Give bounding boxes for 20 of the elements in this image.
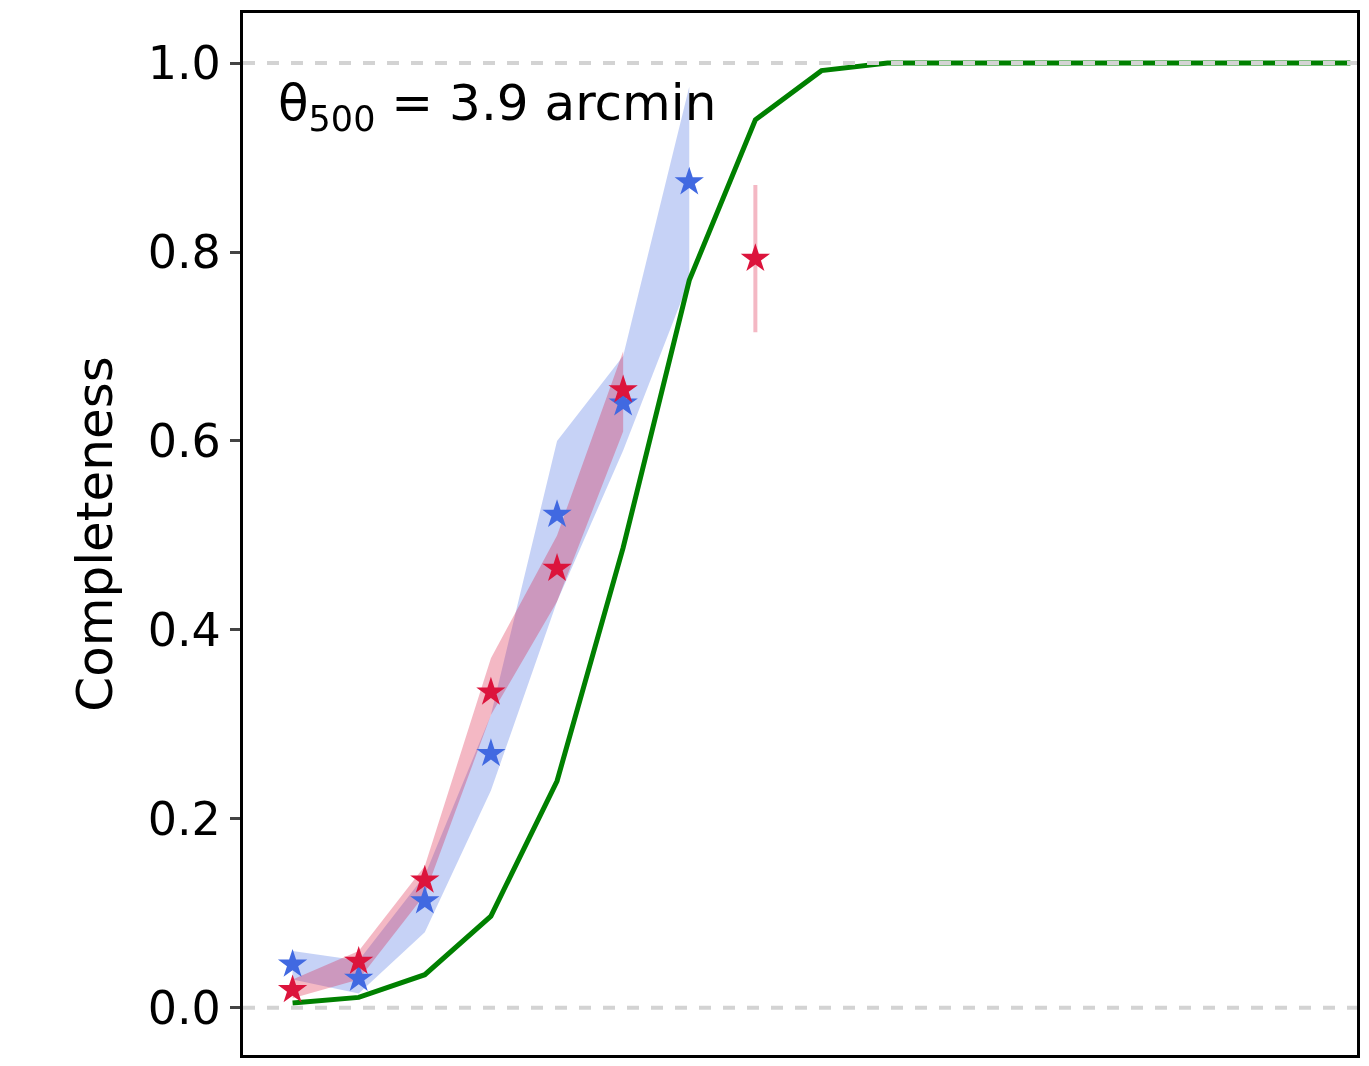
point (344, 946, 374, 974)
y-tick-label: 0.0 (147, 980, 221, 1035)
point (542, 553, 572, 581)
point (277, 948, 308, 977)
point (740, 243, 771, 272)
point (410, 885, 440, 914)
annotation: θ$_{500}$ = 3.9 arcmin (278, 74, 717, 139)
y-tick-label: 0.6 (147, 414, 221, 469)
y-tick-label: 1.0 (147, 36, 221, 91)
point (674, 166, 704, 195)
y-tick-label: 0.8 (147, 225, 221, 280)
y-tick-label: 0.4 (147, 602, 221, 657)
point (410, 864, 440, 893)
point (542, 499, 572, 528)
y-tick-label: 0.2 (147, 791, 221, 846)
y-axis-title: Completeness (65, 356, 124, 712)
point (277, 974, 308, 1003)
point (608, 374, 638, 403)
point (476, 738, 506, 767)
point (476, 676, 506, 705)
